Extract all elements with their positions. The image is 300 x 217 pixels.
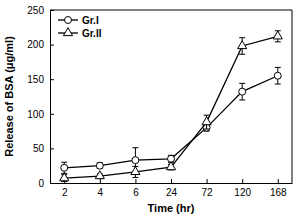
- x-tick: 168: [270, 179, 287, 198]
- x-tick: 120: [234, 179, 251, 198]
- x-tick-label: 2: [62, 187, 68, 198]
- plot: 0501001502002502462472120168Gr.IGr.II: [27, 5, 292, 198]
- y-axis: 0 50 100 150 200 250: [27, 5, 54, 189]
- y-tick: 50: [33, 143, 54, 154]
- frame: [50, 10, 292, 183]
- x-axis: 2462472120168: [51, 179, 293, 198]
- x-tick: 72: [202, 179, 214, 198]
- error-bar: [275, 67, 281, 84]
- x-tick-label: 4: [98, 187, 104, 198]
- legend-marker: [65, 17, 72, 24]
- x-tick: 4: [98, 179, 104, 198]
- legend-label: Gr.II: [82, 28, 102, 39]
- y-axis-line: [50, 11, 51, 184]
- point: [132, 157, 139, 164]
- error-bar: [239, 83, 245, 100]
- chart: 0501001502002502462472120168Gr.IGr.IITim…: [0, 0, 300, 217]
- x-tick: 2: [62, 179, 68, 198]
- data-area: [60, 31, 283, 182]
- y-tick-mark: [50, 79, 54, 80]
- x-tick: 24: [166, 179, 178, 198]
- x-tick-label: 168: [270, 187, 287, 198]
- x-tick-mark: [100, 179, 101, 183]
- point: [202, 117, 211, 125]
- point: [239, 88, 246, 95]
- series-line: [64, 36, 278, 178]
- y-tick: 200: [27, 39, 54, 50]
- point: [61, 164, 68, 171]
- y-tick-mark: [50, 45, 54, 46]
- x-axis-line: [51, 183, 293, 184]
- legend-marker: [63, 28, 72, 36]
- point: [60, 173, 69, 181]
- point: [131, 167, 140, 175]
- y-tick: 150: [27, 74, 54, 85]
- y-tick-label: 200: [27, 39, 44, 50]
- series-line: [64, 76, 278, 168]
- y-tick-mark: [50, 114, 54, 115]
- point: [274, 72, 281, 79]
- x-tick: 6: [133, 179, 139, 198]
- y-tick-label: 100: [27, 109, 44, 120]
- x-tick-label: 24: [166, 187, 178, 198]
- point: [96, 162, 103, 169]
- legend-label: Gr.I: [82, 15, 99, 26]
- legend-item: Gr.I: [58, 15, 99, 26]
- y-tick-label: 150: [27, 74, 44, 85]
- y-tick: 100: [27, 109, 54, 120]
- y-tick-label: 50: [33, 143, 45, 154]
- point: [166, 162, 175, 170]
- point: [238, 41, 247, 49]
- y-axis-title: Release of BSA (μg/ml): [3, 36, 15, 157]
- legend: Gr.I Gr.II: [58, 15, 102, 39]
- x-tick-label: 6: [133, 187, 139, 198]
- y-tick-mark: [50, 10, 54, 11]
- x-tick-mark: [242, 179, 243, 183]
- error-bar: [61, 162, 67, 173]
- x-axis-title: Time (hr): [148, 202, 195, 214]
- y-tick-label: 250: [27, 5, 44, 16]
- x-tick-mark: [171, 179, 172, 183]
- point: [273, 31, 282, 39]
- error-bar: [97, 163, 103, 169]
- point: [95, 171, 104, 179]
- x-tick-label: 120: [234, 187, 251, 198]
- x-tick-mark: [278, 179, 279, 183]
- x-tick-mark: [207, 179, 208, 183]
- y-tick-label: 0: [38, 178, 44, 189]
- x-tick-mark: [135, 179, 136, 183]
- x-tick-label: 72: [202, 187, 214, 198]
- legend-item: Gr.II: [58, 28, 102, 39]
- y-tick-mark: [50, 148, 54, 149]
- y-tick: 250: [27, 5, 54, 16]
